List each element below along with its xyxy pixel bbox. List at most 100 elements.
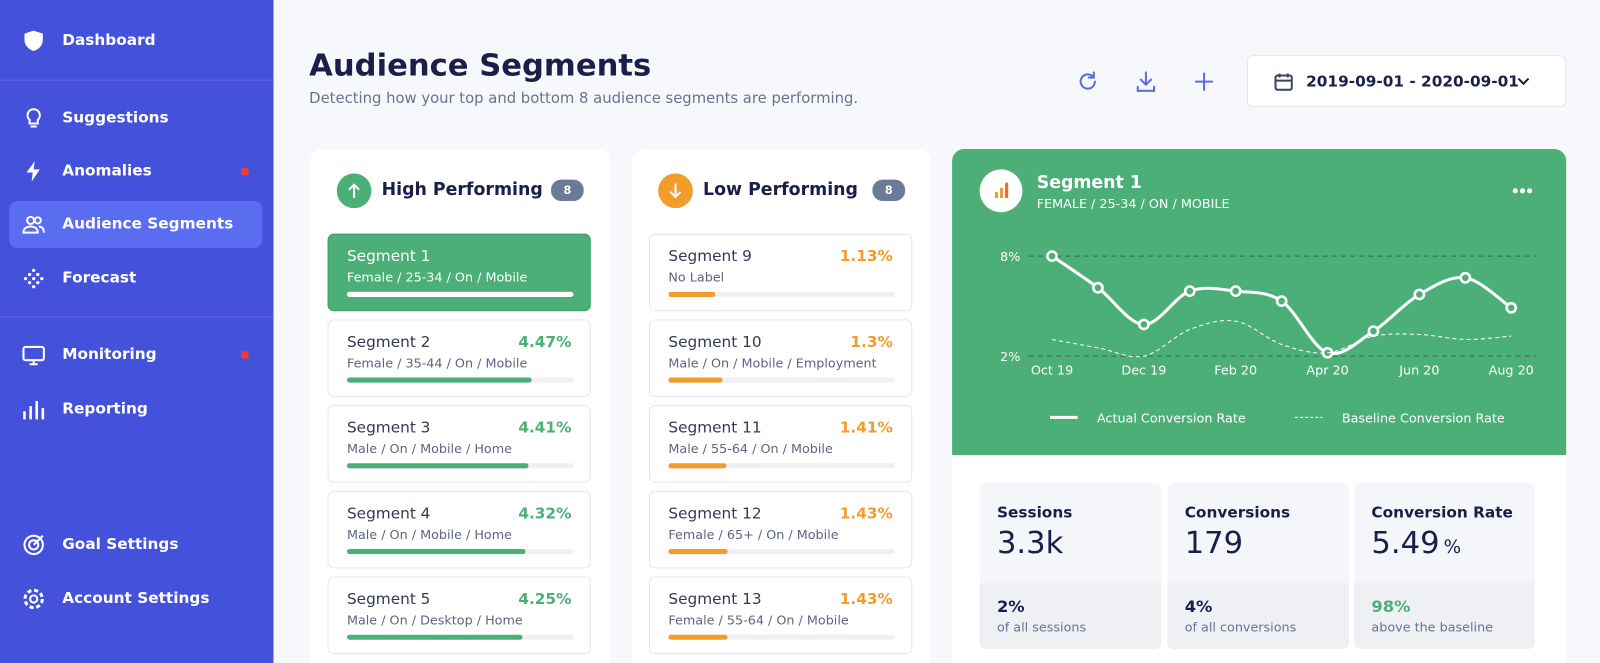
date-range: 2019-09-01 - 2020-09-01 — [1306, 72, 1519, 91]
data-point — [1367, 325, 1380, 337]
detail-header — [952, 148, 1567, 456]
y-tick-label: 8% — [1000, 250, 1020, 265]
segment-name: Segment 9 — [668, 246, 752, 266]
divider — [0, 316, 274, 318]
segment-value: 4.32% — [518, 504, 572, 523]
segment-item[interactable]: Segment 4 Male / On / Mobile / Home 4.32% — [327, 490, 591, 569]
segment-desc: Female / 25-34 / On / Mobile — [346, 269, 528, 285]
nav-icon — [23, 534, 44, 556]
toolbar — [1079, 71, 1214, 92]
segment-desc: Male / On / Mobile / Home — [346, 440, 513, 457]
nav-item[interactable]: Suggestions — [9, 95, 262, 142]
segment-name: Segment 5 — [346, 589, 431, 609]
x-tick-label: Jun 20 — [1398, 363, 1439, 378]
progress-bar — [668, 291, 715, 297]
progress-bar — [668, 463, 727, 469]
segment-item[interactable]: Segment 13 Female / 55-64 / On / Mobile 1.… — [648, 576, 913, 655]
nav-icon — [23, 588, 44, 610]
stat-share-text: above the baseline — [1371, 619, 1494, 635]
nav-icon — [22, 345, 45, 366]
segment-item[interactable]: Segment 1 Female / 25-34 / On / Mobile 5.4… — [327, 233, 591, 312]
segment-desc: Male / On / Desktop / Home — [346, 612, 523, 628]
nav-item[interactable]: Goal Settings — [9, 521, 262, 568]
x-tick-label: Feb 20 — [1214, 363, 1257, 378]
nav-label: Suggestions — [62, 108, 169, 127]
data-point — [1092, 281, 1104, 294]
progress-track — [668, 634, 895, 640]
x-tick-label: Oct 19 — [1031, 363, 1073, 378]
stat-share-text: of all conversions — [1184, 619, 1297, 635]
segment-name: Segment 10 — [668, 332, 762, 352]
stat-label: Conversions — [1184, 503, 1291, 522]
segment-name: Segment 1 — [346, 246, 431, 266]
segment-item[interactable]: Segment 2 Female / 35-44 / On / Mobile 4.4… — [327, 319, 591, 397]
stat-number: 5.49 — [1371, 525, 1440, 562]
date-picker[interactable]: 2019-09-01 - 2020-09-01 — [1246, 55, 1567, 108]
segment-value: 4.25% — [518, 589, 572, 609]
more-button[interactable] — [1512, 188, 1533, 194]
segment-desc: Female / 35-44 / On / Mobile — [346, 355, 528, 371]
segment-value: 1.41% — [839, 418, 893, 437]
nav-item[interactable]: Forecast — [9, 255, 262, 302]
nav-item[interactable]: Anomalies — [9, 148, 262, 195]
progress-track — [346, 377, 574, 383]
nav-item[interactable]: Account Settings — [9, 576, 262, 623]
segment-item[interactable]: Segment 12 Female / 65+ / On / Mobile 1.43… — [648, 490, 913, 569]
segment-desc: Female / 55-64 / On / Mobile — [668, 612, 849, 628]
progress-track — [668, 548, 895, 555]
stat-card: Conversion Rate 5.49% 98% above the baselin… — [1354, 482, 1535, 649]
segment-item[interactable]: Segment 11 Male / 55-64 / On / Mobile 1.41… — [648, 405, 913, 483]
segment-name: Segment 4 — [346, 504, 431, 523]
segment-item[interactable]: Segment 3 Male / On / Mobile / Home 4.41% — [327, 405, 591, 483]
segment-name: Segment 11 — [668, 418, 762, 437]
nav-item[interactable]: Monitoring — [9, 332, 262, 379]
data-point — [1046, 250, 1058, 262]
data-point — [1459, 271, 1472, 284]
progress-track — [346, 291, 574, 297]
chevron — [1517, 77, 1530, 86]
stat-card: Conversions 179 4% of all conversions — [1167, 482, 1349, 649]
data-point — [1505, 301, 1518, 314]
high-card: High Performing 8 Segment 1 Female / 25-34 … — [310, 148, 611, 663]
progress-track — [668, 291, 895, 297]
segment-desc: Male / On / Mobile / Home — [346, 526, 513, 542]
stat-share: 4% — [1184, 596, 1213, 617]
progress-track — [346, 463, 574, 469]
nav-label: Anomalies — [62, 161, 152, 180]
segment-value: 1.43% — [839, 589, 893, 609]
detail-title: Segment 1 — [1037, 173, 1142, 193]
stat-label: Conversion Rate — [1371, 503, 1513, 522]
progress-track — [346, 548, 574, 555]
progress-track — [668, 377, 895, 383]
segment-item[interactable]: Segment 9 No Label 1.13% — [648, 233, 913, 312]
nav-item[interactable]: Reporting — [9, 386, 262, 433]
segment-item[interactable]: Segment 10 Male / On / Mobile / Employmen… — [648, 319, 913, 397]
card-title: High Performing — [381, 179, 543, 200]
legend-label: Actual Conversion Rate — [1097, 411, 1246, 426]
detail-subtitle: FEMALE / 25-34 / ON / MOBILE — [1037, 197, 1230, 212]
segment-desc: No Label — [668, 269, 725, 285]
segment-item[interactable]: Segment 5 Male / On / Desktop / Home 4.25% — [327, 576, 591, 655]
stat-footer — [1167, 582, 1349, 649]
download-button[interactable] — [1136, 71, 1156, 92]
stat-value: 5.49% — [1371, 526, 1461, 562]
add-button[interactable] — [1194, 72, 1214, 91]
y-tick-label: 2% — [1000, 350, 1020, 365]
progress-bar — [668, 548, 728, 555]
progress-bar — [668, 377, 723, 383]
nav-label: Goal Settings — [62, 534, 179, 554]
nav-item[interactable]: Audience Segments — [9, 201, 263, 248]
segment-value: 5.49% — [518, 246, 572, 266]
count-badge: 8 — [551, 179, 584, 202]
nav-item[interactable]: Dashboard — [9, 17, 262, 64]
card-title: Low Performing — [703, 179, 858, 200]
progress-bar — [346, 548, 526, 555]
legend-label: Baseline Conversion Rate — [1342, 411, 1505, 426]
stat-value: 179 — [1185, 526, 1243, 562]
nav-icon — [22, 215, 45, 234]
nav-label: Account Settings — [62, 588, 210, 608]
refresh-button[interactable] — [1079, 73, 1096, 90]
nav-label: Reporting — [62, 398, 148, 418]
